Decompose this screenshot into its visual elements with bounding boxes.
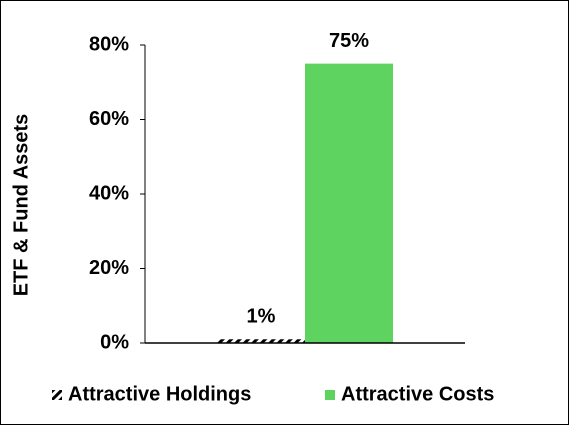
y-axis-title: ETF & Fund Assets: [10, 114, 32, 297]
y-tick-label: 20%: [89, 257, 129, 279]
legend-marker: [52, 390, 62, 400]
bar: [305, 63, 393, 343]
data-label: 75%: [329, 30, 369, 52]
legend-label: Attractive Holdings: [68, 383, 251, 405]
y-tick-label: 80%: [89, 33, 129, 55]
y-tick-label: 40%: [89, 182, 129, 204]
data-label: 1%: [247, 306, 276, 328]
bar: [217, 339, 305, 343]
legend-marker: [325, 390, 335, 400]
y-tick-label: 0%: [100, 331, 129, 353]
legend-label: Attractive Costs: [341, 383, 494, 405]
y-tick-label: 60%: [89, 108, 129, 130]
